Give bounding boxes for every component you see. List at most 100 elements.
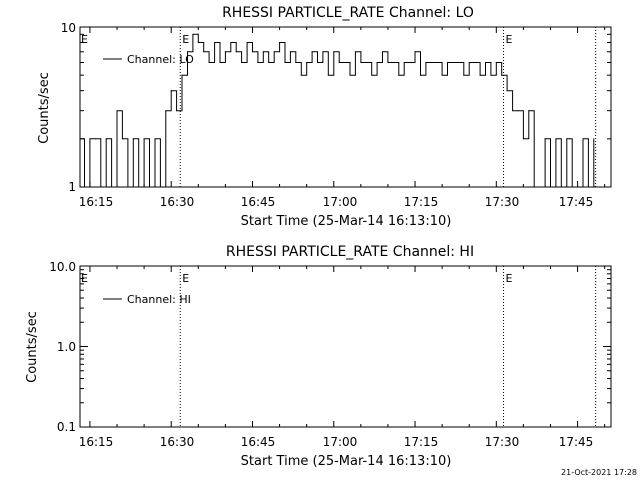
chart-hi-title: RHESSI PARTICLE_RATE Channel: HI bbox=[226, 244, 474, 260]
chart-hi-y-axis: 0.1 1.0 10.0 bbox=[49, 260, 76, 434]
chart-lo-data-point bbox=[230, 42, 232, 44]
chart-lo-data-point bbox=[382, 51, 384, 53]
chart-lo-data-point bbox=[111, 186, 113, 188]
chart-lo-data-point bbox=[365, 61, 367, 63]
chart-lo-data-point bbox=[186, 51, 188, 53]
chart-lo-legend: Channel: LO bbox=[103, 53, 194, 66]
chart-lo-xlabel: Start Time (25-Mar-14 16:13:10) bbox=[241, 214, 452, 229]
chart-hi-ytick-label: 1.0 bbox=[57, 340, 76, 354]
chart-lo-data-point bbox=[338, 61, 340, 63]
chart-lo-plot-frame bbox=[79, 26, 612, 188]
chart-lo-data-point bbox=[452, 61, 454, 63]
chart-lo-data-point bbox=[387, 61, 389, 63]
chart-lo-data-point bbox=[544, 138, 546, 140]
chart-lo-data-point bbox=[468, 61, 470, 63]
chart-hi-ytick-label: 0.1 bbox=[57, 420, 76, 434]
chart-lo-data-point bbox=[241, 61, 243, 63]
chart-lo-data-point bbox=[441, 74, 443, 76]
chart-lo-ytick-label: 10 bbox=[61, 21, 76, 35]
chart-lo-data-point bbox=[506, 90, 508, 92]
chart-lo-data-point bbox=[143, 138, 145, 140]
chart-lo-xtick-marks bbox=[89, 27, 606, 187]
chart-hi-xtick-label: 16:15 bbox=[79, 435, 114, 449]
chart-lo-data-point bbox=[409, 61, 411, 63]
chart-hi-xtick-label: 16:30 bbox=[160, 435, 195, 449]
chart-lo-data-point bbox=[430, 61, 432, 63]
chart-hi-eclipse-label: E bbox=[81, 272, 88, 285]
chart-lo-ytick-label: 1 bbox=[68, 180, 76, 194]
chart-hi: RHESSI PARTICLE_RATE Channel: HI 0.1 1.0… bbox=[25, 244, 612, 469]
chart-lo-data-point bbox=[279, 42, 281, 44]
chart-lo-data-point bbox=[479, 74, 481, 76]
chart-lo-data-point bbox=[257, 61, 259, 63]
chart-hi-xtick-label: 17:15 bbox=[404, 435, 439, 449]
chart-lo-y-axis: 1 10 bbox=[61, 21, 76, 194]
chart-lo-data-point bbox=[197, 42, 199, 44]
chart-lo-data-point bbox=[484, 61, 486, 63]
chart-lo-data-point bbox=[116, 110, 118, 112]
chart-hi-legend: Channel: HI bbox=[103, 293, 191, 306]
chart-hi-xtick-marks bbox=[89, 266, 606, 427]
chart-lo-data-point bbox=[571, 186, 573, 188]
chart-lo-data-point bbox=[214, 42, 216, 44]
chart-lo-xtick-label: 16:45 bbox=[241, 195, 276, 209]
chart-lo-data-point bbox=[322, 51, 324, 53]
chart-lo-data-point bbox=[517, 110, 519, 112]
chart-lo-data-point bbox=[392, 61, 394, 63]
chart-lo-data-point bbox=[425, 61, 427, 63]
chart-lo-data-point bbox=[436, 61, 438, 63]
chart-hi-xtick-label: 17:00 bbox=[323, 435, 358, 449]
chart-lo-data-point bbox=[235, 51, 237, 53]
chart-lo-xtick-label: 17:45 bbox=[559, 195, 594, 209]
chart-lo-data-point bbox=[539, 186, 541, 188]
chart-lo-data-point bbox=[371, 74, 373, 76]
chart-lo-data-point bbox=[100, 186, 102, 188]
chart-lo-data-point bbox=[306, 61, 308, 63]
chart-lo-marker-label: E bbox=[506, 33, 513, 46]
chart-lo-data-point bbox=[512, 110, 514, 112]
chart-lo-data-point bbox=[251, 51, 253, 53]
chart-lo-data-point bbox=[176, 110, 178, 112]
chart-lo-data-point bbox=[360, 61, 362, 63]
chart-hi-marker-label: E bbox=[506, 272, 513, 285]
chart-lo-data-point bbox=[273, 51, 275, 53]
chart-lo-ytick-marks bbox=[80, 26, 611, 188]
chart-lo-data-point bbox=[295, 61, 297, 63]
chart-lo-data-point bbox=[127, 186, 129, 188]
chart-lo-data-point bbox=[170, 90, 172, 92]
chart-lo-data-point bbox=[419, 74, 421, 76]
chart-lo-data-point bbox=[414, 51, 416, 53]
chart-lo-data-point bbox=[208, 61, 210, 63]
chart-lo-data-point bbox=[447, 61, 449, 63]
chart-lo-data-point bbox=[533, 186, 535, 188]
chart-lo-xtick-label: 17:15 bbox=[404, 195, 439, 209]
chart-lo-data-point bbox=[349, 74, 351, 76]
chart-hi-x-axis: 16:15 16:30 16:45 17:00 17:15 17:30 17:4… bbox=[79, 435, 594, 449]
chart-lo-data-point bbox=[203, 51, 205, 53]
chart-lo-data-point bbox=[311, 51, 313, 53]
chart-lo-data-point bbox=[89, 138, 91, 140]
chart-lo-data-point bbox=[121, 138, 123, 140]
chart-lo-eclipse-label: E bbox=[81, 33, 88, 46]
footer-date: 21-Oct-2021 17:28 bbox=[561, 468, 637, 477]
chart-hi-ytick-marks bbox=[80, 265, 611, 428]
chart-lo-data-point bbox=[219, 61, 221, 63]
chart-lo-data-point bbox=[403, 61, 405, 63]
chart-lo-data-point bbox=[522, 138, 524, 140]
chart-lo-data-point bbox=[284, 61, 286, 63]
chart-hi-ylabel: Counts/sec bbox=[25, 311, 40, 383]
chart-hi-plot-frame bbox=[79, 265, 612, 428]
chart-lo-data-point bbox=[105, 138, 107, 140]
chart-lo-data-point bbox=[560, 186, 562, 188]
chart-lo-data-point bbox=[192, 33, 194, 35]
chart-lo-series-group bbox=[79, 33, 595, 188]
chart-hi-legend-label: Channel: HI bbox=[127, 293, 191, 306]
chart-lo-data-point bbox=[457, 61, 459, 63]
chart-lo-data-point bbox=[490, 74, 492, 76]
chart-hi-xtick-label: 17:30 bbox=[485, 435, 520, 449]
chart-lo-data-point bbox=[566, 138, 568, 140]
chart-lo-data-point bbox=[376, 61, 378, 63]
chart-lo-data-point bbox=[587, 186, 589, 188]
chart-lo-ylabel: Counts/sec bbox=[37, 72, 52, 144]
chart-lo-data-point bbox=[300, 74, 302, 76]
